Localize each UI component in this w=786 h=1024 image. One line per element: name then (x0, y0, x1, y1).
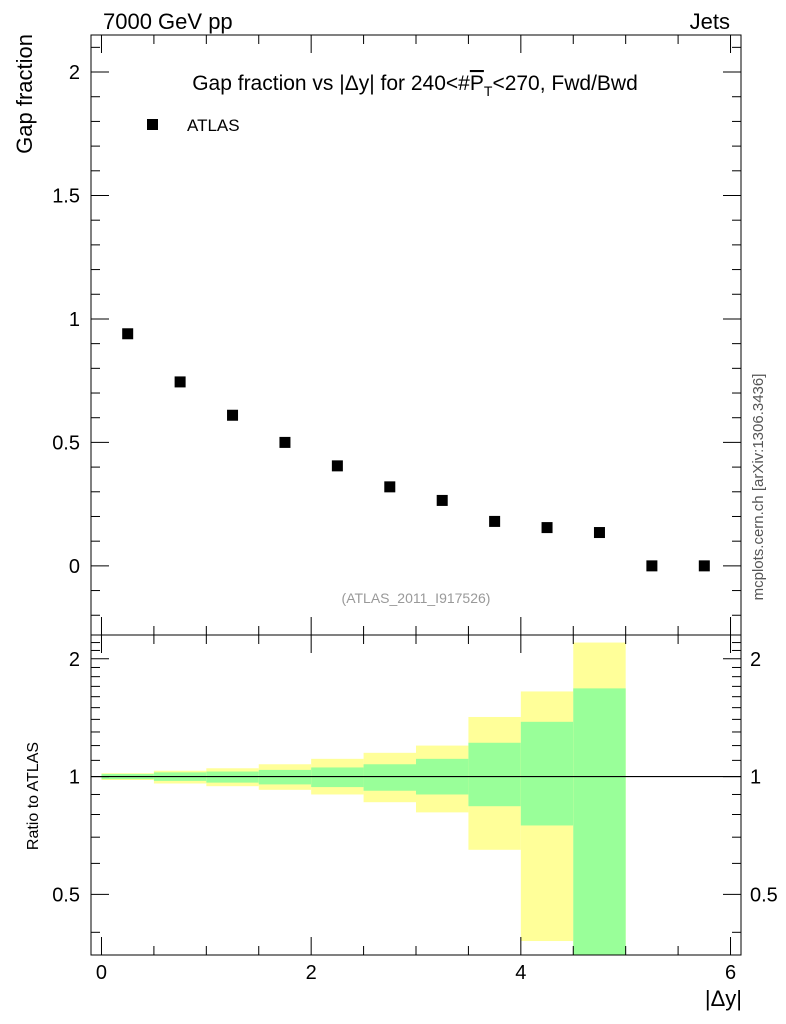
reference-label: (ATLAS_2011_I917526) (342, 590, 491, 606)
main-y-axis-label: Gap fraction (12, 34, 37, 154)
title-pt-symbol: P (470, 72, 484, 95)
uncertainty-bands (101, 642, 626, 955)
process-label: Jets (690, 9, 730, 34)
main-x-ticks (100, 35, 732, 635)
data-point (593, 527, 605, 539)
data-point (122, 328, 134, 340)
inner-band-bin-5 (363, 764, 416, 791)
data-point (436, 494, 448, 506)
ratio-y-tick-label-left: 0.5 (52, 884, 80, 906)
data-point (698, 560, 710, 572)
legend-label-atlas: ATLAS (187, 116, 240, 135)
main-y-tick-label: 0 (69, 556, 80, 578)
data-point (384, 481, 396, 493)
ratio-y-tick-label-right: 1 (750, 767, 761, 789)
watermark: mcplots.cern.ch [arXiv:1306.3436] (750, 374, 767, 601)
inner-band-bin-7 (468, 742, 521, 807)
data-point (541, 522, 553, 534)
x-tick-label: 4 (515, 962, 526, 984)
ratio-y-tick-label-left: 1 (69, 767, 80, 789)
ratio-plot-frame (90, 634, 742, 956)
legend-marker (147, 119, 158, 130)
main-plot: Gap fraction Gap fraction vs |Δy| for 24… (12, 34, 742, 636)
main-y-ticks: 0 0.5 1 1.5 2 (52, 46, 741, 616)
data-point (227, 409, 239, 421)
ratio-plot: 0.5 0.5 1 1 2 2 0 2 4 6 Ratio to ATLAS |Δy| (25, 634, 778, 1011)
inner-band-bin-4 (311, 767, 364, 788)
title-pt-subscript: T (484, 83, 493, 99)
ratio-x-ticks: 0 2 4 6 (96, 635, 736, 984)
data-point (646, 560, 658, 572)
data-point (279, 436, 291, 448)
main-y-tick-label: 2 (69, 62, 80, 84)
ratio-y-tick-label-right: 0.5 (750, 884, 778, 906)
data-point (489, 515, 501, 527)
main-plot-title: Gap fraction vs |Δy| for 240<#PT<270, Fw… (192, 72, 638, 99)
ratio-y-axis-label: Ratio to ATLAS (25, 742, 42, 850)
inner-band-bin-8 (520, 721, 574, 826)
main-y-tick-label: 1.5 (52, 185, 80, 207)
x-tick-label: 2 (306, 962, 317, 984)
inner-band-bin-9 (573, 688, 626, 955)
ratio-y-tick-label-right: 2 (750, 649, 761, 671)
data-point (331, 460, 343, 472)
title-prefix: Gap fraction vs |Δy| for 240<# (192, 72, 470, 95)
main-y-tick-label: 0.5 (52, 432, 80, 454)
x-axis-label: |Δy| (705, 986, 742, 1011)
x-tick-label: 0 (96, 962, 107, 984)
data-point (174, 376, 186, 388)
ratio-y-tick-label-left: 2 (69, 649, 80, 671)
title-suffix: <270, Fwd/Bwd (492, 72, 637, 95)
ratio-y-ticks: 0.5 0.5 1 1 2 2 (52, 642, 778, 933)
energy-label: 7000 GeV pp (103, 9, 233, 34)
x-tick-label: 6 (725, 962, 736, 984)
main-y-tick-label: 1 (69, 309, 80, 331)
main-data-points (122, 328, 710, 572)
